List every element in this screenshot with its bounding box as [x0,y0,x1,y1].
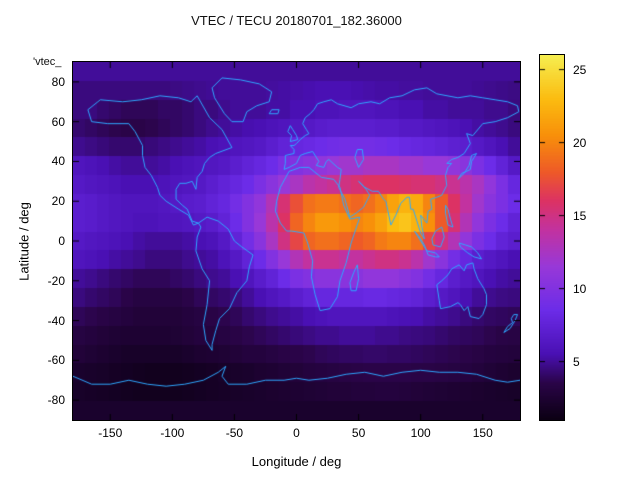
y-tick-label: -80 [47,393,65,408]
x-axis-label: Longitude / deg [251,454,342,469]
y-tick-label: 80 [51,74,65,89]
y-tick-label: -60 [47,353,65,368]
y-tick-label: 0 [58,234,65,248]
y-tick-label: 20 [51,194,65,209]
colorbar-tick-label: 15 [573,208,587,223]
colorbar-tick-label: 20 [573,135,587,150]
y-axis-label: Latitude / deg [16,202,32,281]
x-tick-label: 0 [293,426,300,440]
colorbar-gradient [540,55,564,420]
y-tick-label: -40 [47,313,65,328]
x-tick-label: -150 [98,426,123,440]
x-tick-label: -100 [160,426,185,440]
chart-title: VTEC / TECU 20180701_182.36000 [191,13,402,28]
x-tick-label: 150 [472,426,493,440]
x-tick-label: 50 [351,426,366,440]
y-tick-label: -20 [47,273,65,288]
x-tick-label: -50 [225,426,244,440]
colorbar-tick-label: 5 [573,354,580,369]
colorbar-tick-label: 10 [573,281,587,296]
colorbar-tick-label: 25 [573,62,587,77]
y-tick-label: 60 [51,114,65,129]
x-tick-label: 100 [410,426,431,440]
series-key-label: 'vtec_ [33,56,62,68]
coastline-overlay-canvas [73,62,520,420]
y-tick-label: 40 [51,154,65,169]
